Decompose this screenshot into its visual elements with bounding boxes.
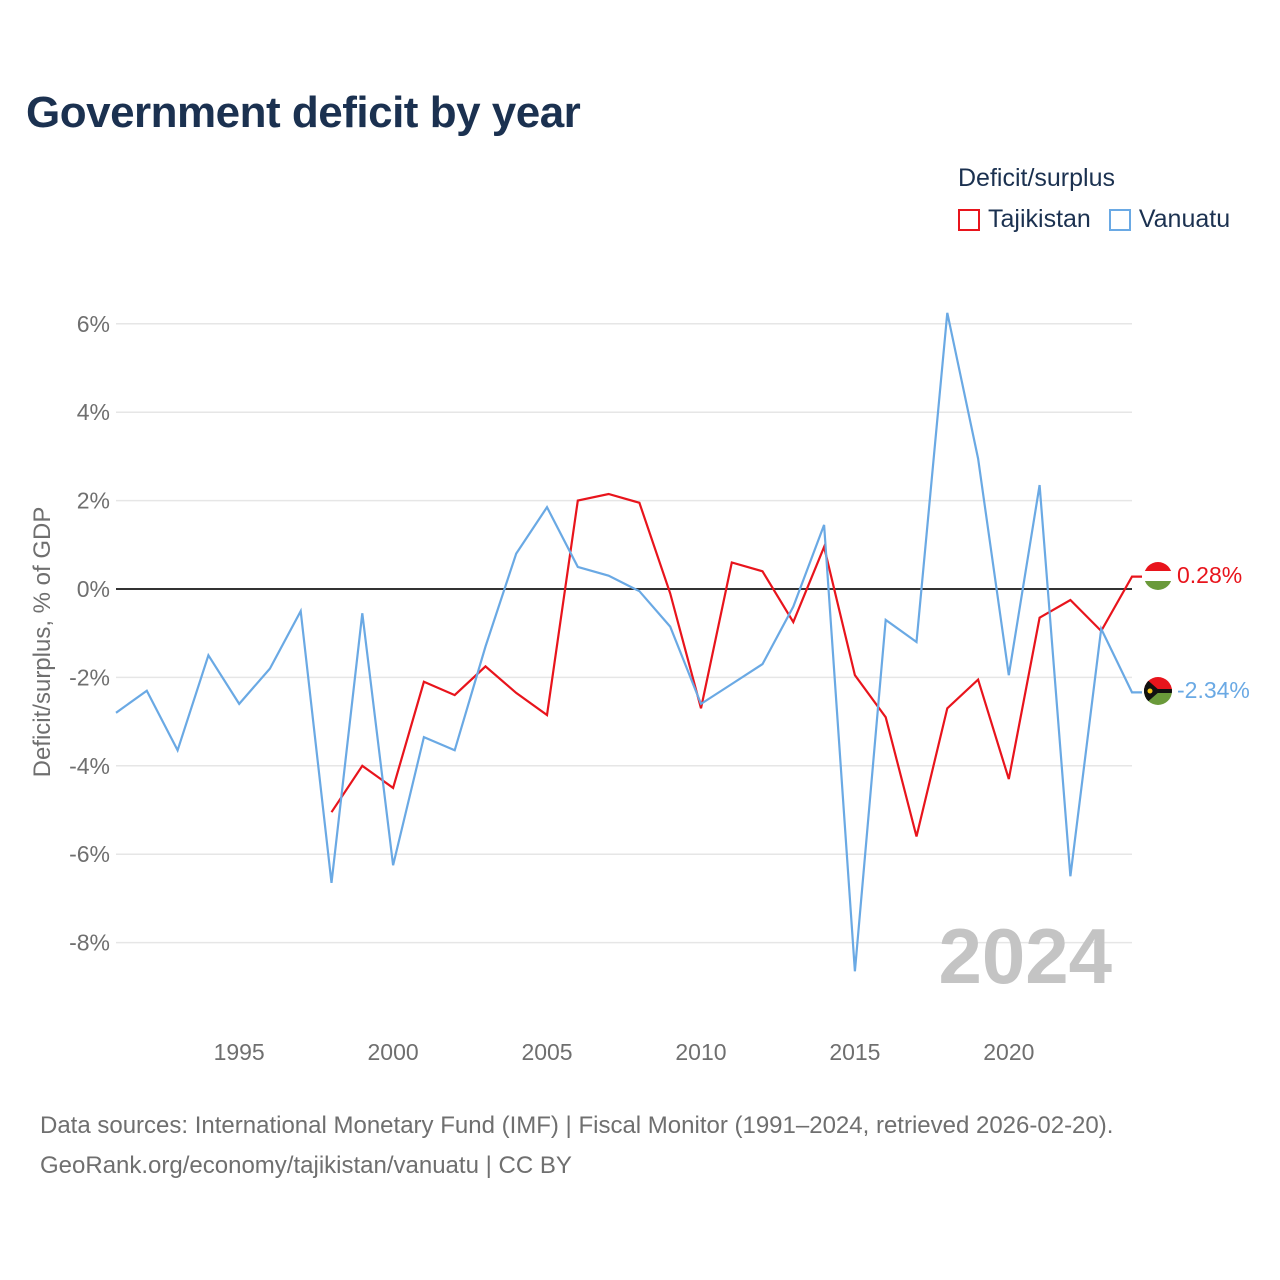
- y-tick-labels: 6% 4% 2% 0% -2% -4% -6% -8%: [69, 311, 110, 956]
- year-watermark: 2024: [938, 912, 1112, 1000]
- legend-item-tajikistan[interactable]: Tajikistan: [958, 205, 1091, 234]
- y-axis-label: Deficit/surplus, % of GDP: [29, 507, 56, 778]
- y-tick-label: 6%: [77, 311, 110, 337]
- legend: Tajikistan Vanuatu: [958, 205, 1230, 234]
- legend-label-tajikistan: Tajikistan: [988, 205, 1091, 233]
- x-tick-label: 2005: [521, 1039, 572, 1065]
- y-tick-label: -6%: [69, 841, 110, 867]
- source-line-2[interactable]: GeoRank.org/economy/tajikistan/vanuatu |…: [40, 1152, 572, 1179]
- tajikistan-flag-icon: [1144, 562, 1172, 590]
- end-label-tajikistan: 0.28%: [1177, 562, 1242, 588]
- x-tick-labels: 1995 2000 2005 2010 2015 2020: [214, 1039, 1035, 1065]
- y-tick-label: -8%: [69, 930, 110, 956]
- source-note: Data sources: International Monetary Fun…: [40, 1106, 1113, 1186]
- x-tick-label: 1995: [214, 1039, 265, 1065]
- x-tick-label: 2015: [829, 1039, 880, 1065]
- series-line-vanuatu[interactable]: [115, 312, 1142, 972]
- legend-title: Deficit/surplus: [958, 164, 1115, 192]
- y-tick-label: 0%: [77, 576, 110, 602]
- vanuatu-flag-icon: [1144, 677, 1172, 705]
- series-line-tajikistan[interactable]: [330, 492, 1143, 837]
- legend-item-vanuatu[interactable]: Vanuatu: [1108, 205, 1231, 234]
- series-lines: [115, 312, 1143, 972]
- end-label-vanuatu: -2.34%: [1177, 677, 1250, 703]
- x-tick-label: 2020: [983, 1039, 1034, 1065]
- y-tick-label: 4%: [77, 399, 110, 425]
- source-line-1: Data sources: International Monetary Fun…: [40, 1112, 1114, 1139]
- y-tick-label: -2%: [69, 664, 110, 690]
- chart-title: Government deficit by year: [26, 88, 581, 137]
- y-tick-label: -4%: [69, 753, 110, 779]
- legend-label-vanuatu: Vanuatu: [1138, 205, 1231, 233]
- x-tick-label: 2010: [675, 1039, 726, 1065]
- legend-swatch-tajikistan: [958, 208, 980, 231]
- legend-swatch-vanuatu: [1108, 208, 1131, 231]
- x-tick-label: 2000: [368, 1039, 419, 1065]
- grid-lines: [116, 323, 1132, 944]
- y-tick-label: 2%: [77, 488, 110, 514]
